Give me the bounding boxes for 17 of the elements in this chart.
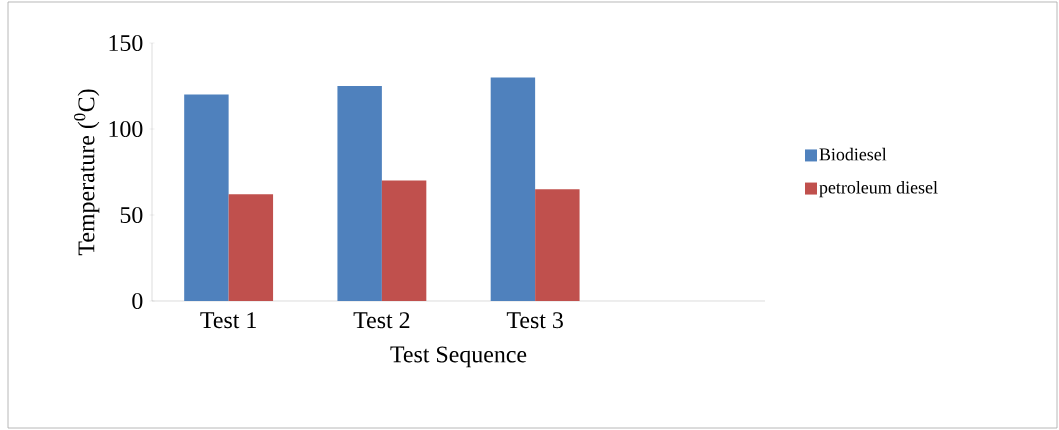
- y-tick-label: 0: [132, 292, 143, 310]
- bar: [337, 86, 382, 301]
- y-tick-label: 100: [109, 120, 143, 138]
- legend-label: Biodiesel: [819, 147, 887, 161]
- y-tick-label: 150: [109, 34, 143, 52]
- x-tick-label: Test 2: [353, 312, 410, 329]
- bar: [381, 180, 427, 301]
- bar: [535, 189, 580, 301]
- bar: [184, 94, 229, 301]
- legend-label: petroleum diesel: [819, 180, 938, 198]
- x-tick-label: Test 3: [506, 312, 563, 329]
- y-axis-title: Temperature ($^{0}$C): [74, 89, 100, 256]
- y-tick-label: 50: [120, 206, 143, 224]
- x-tick-label: Test 1: [200, 312, 256, 329]
- bar: [490, 77, 536, 301]
- x-axis-title: Test Sequence: [390, 346, 527, 368]
- bar: [228, 194, 274, 301]
